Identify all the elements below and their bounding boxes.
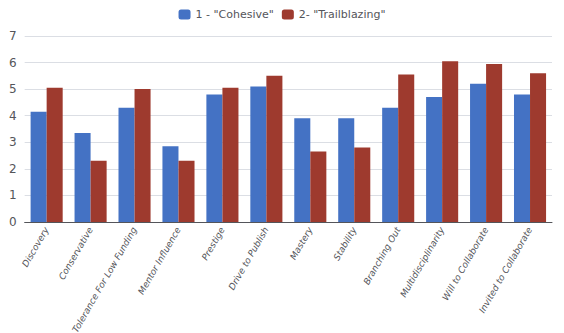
svg-text:5: 5 — [9, 82, 17, 96]
svg-text:2: 2 — [9, 162, 17, 176]
svg-text:4: 4 — [9, 109, 17, 123]
svg-text:Will to Collaborate: Will to Collaborate — [440, 225, 490, 302]
svg-text:Mastery: Mastery — [288, 225, 315, 262]
svg-text:1 - "Cohesive": 1 - "Cohesive" — [196, 8, 274, 21]
svg-text:Stability: Stability — [332, 225, 359, 262]
svg-text:2- "Trailblazing": 2- "Trailblazing" — [299, 8, 386, 21]
svg-text:3: 3 — [9, 135, 17, 149]
svg-text:Conservative: Conservative — [57, 225, 95, 282]
svg-text:Tolerance For Low Funding: Tolerance For Low Funding — [70, 225, 139, 333]
svg-text:Discovery: Discovery — [20, 225, 51, 269]
svg-text:6: 6 — [9, 56, 17, 70]
svg-text:Multidisciplinarity: Multidisciplinarity — [398, 225, 447, 299]
svg-text:Branching Out: Branching Out — [361, 225, 402, 286]
svg-text:Mentor Influence: Mentor Influence — [136, 225, 183, 296]
svg-text:1: 1 — [9, 188, 17, 202]
svg-text:Drive to Publish: Drive to Publish — [227, 225, 271, 292]
svg-text:0: 0 — [9, 215, 17, 229]
svg-text:Invited to Collaborate: Invited to Collaborate — [477, 225, 535, 315]
svg-text:Prestige: Prestige — [200, 225, 227, 262]
svg-text:7: 7 — [9, 29, 17, 43]
